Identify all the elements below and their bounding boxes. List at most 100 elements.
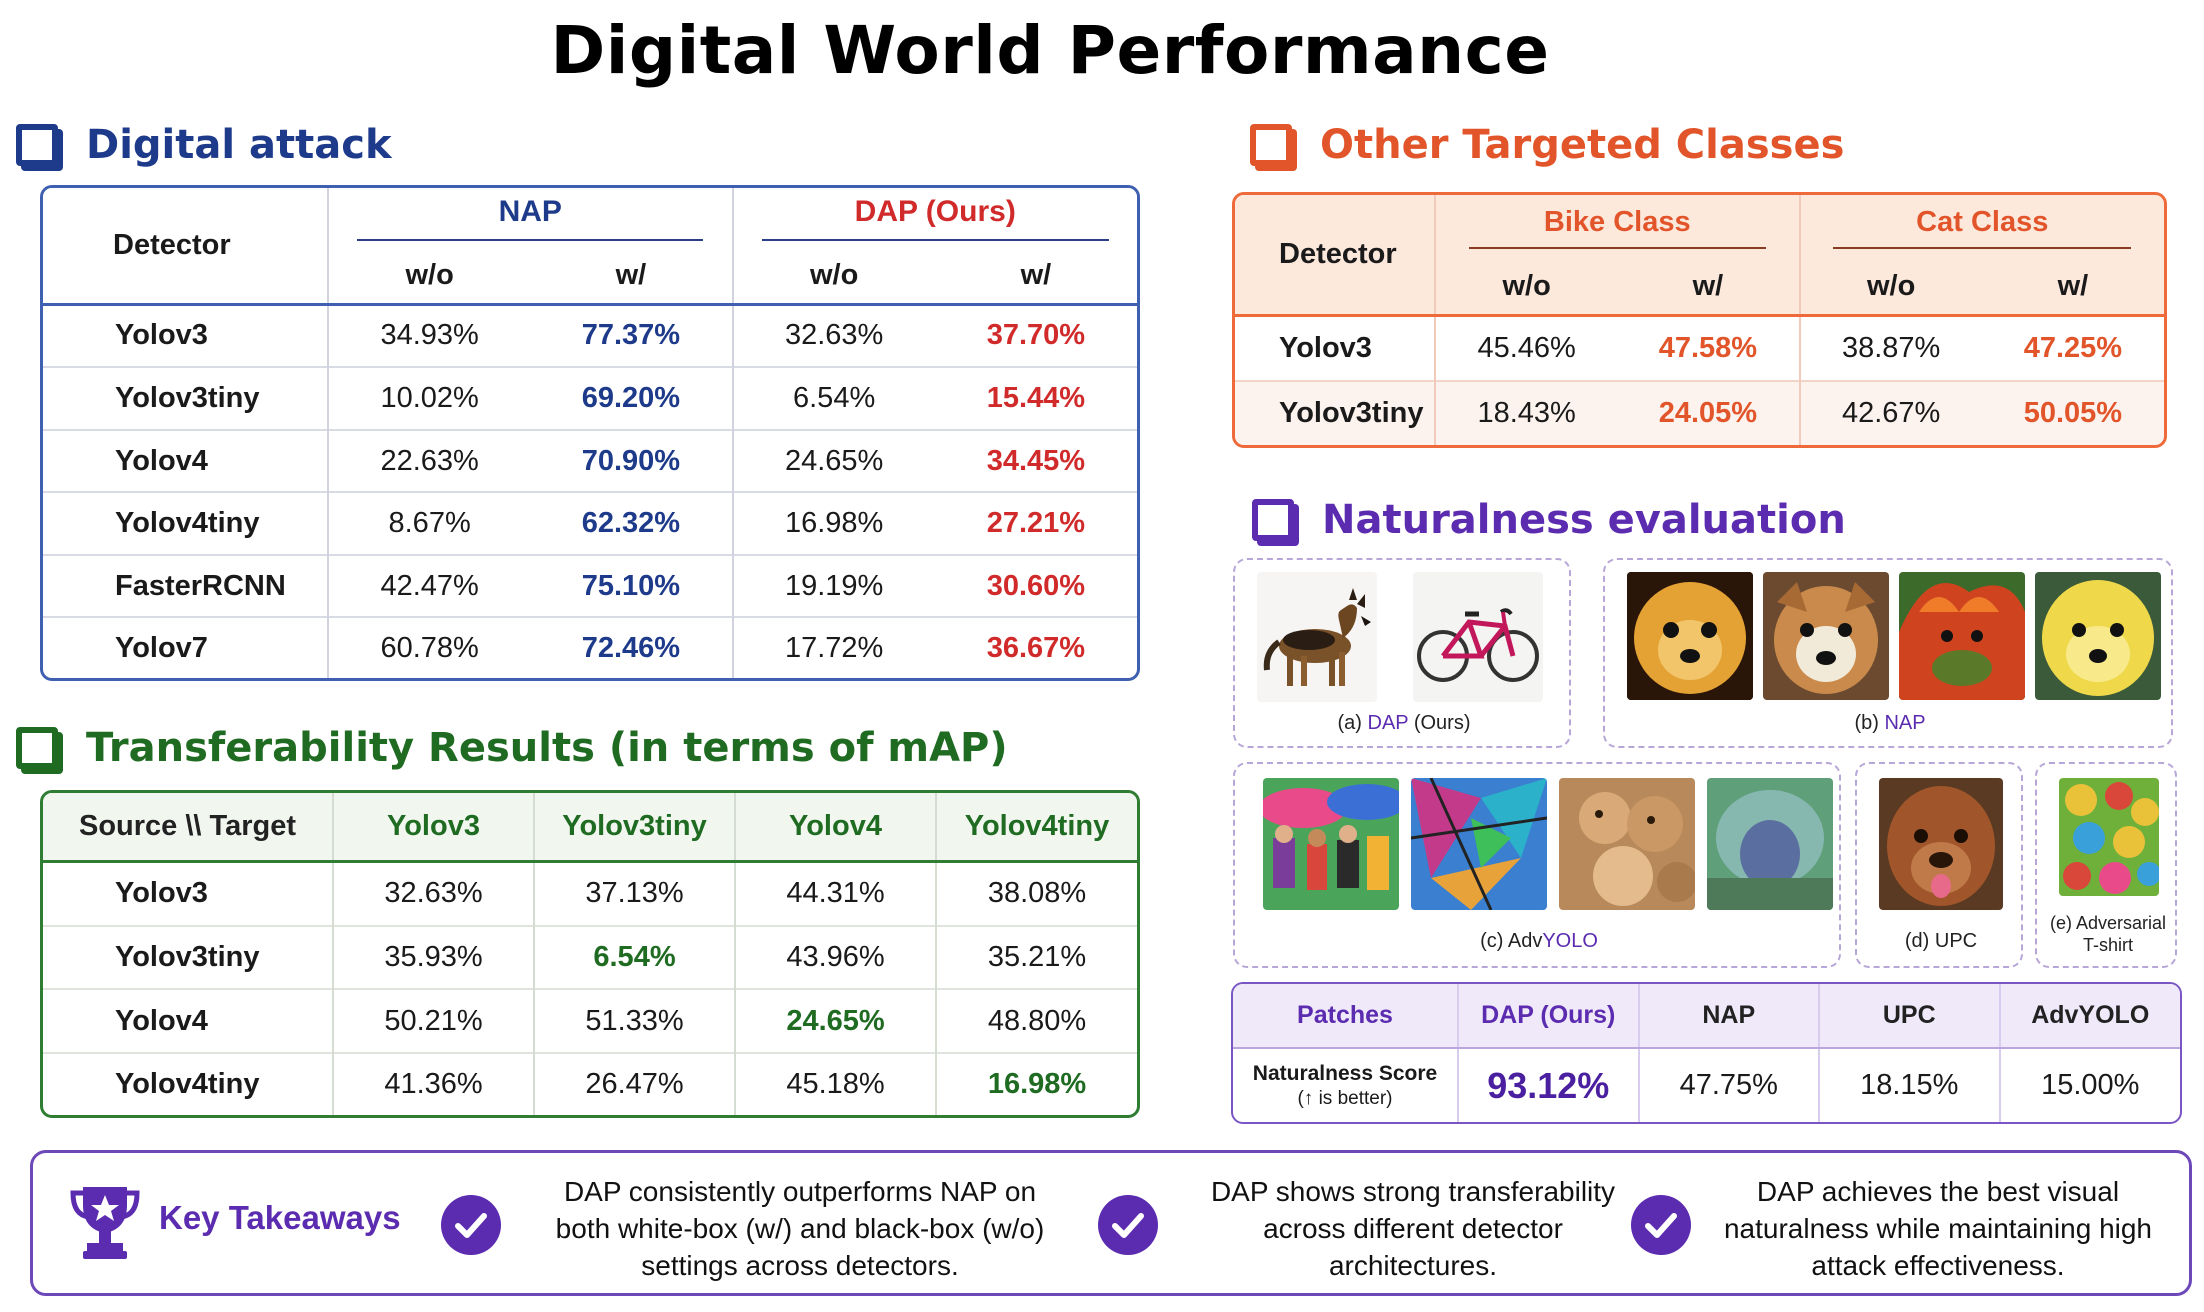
header-advyolo: AdvYOLO — [1999, 984, 2180, 1049]
table-row: Yolov3tiny 35.93% 6.54% 43.96% 35.21% — [43, 924, 1137, 990]
cell-nap-w: 75.10% — [530, 553, 734, 618]
header-detector: Detector — [43, 188, 329, 306]
section-digital-attack: Digital attack — [16, 122, 392, 168]
patch-image — [1263, 778, 1399, 910]
cell-value: 26.47% — [534, 1052, 736, 1115]
header-cat-w: w/ — [1981, 259, 2164, 317]
cell-cat-wo: 42.67% — [1799, 380, 1982, 445]
dog-face-image — [1763, 572, 1889, 700]
naturalness-score-table: Patches DAP (Ours) NAP UPC AdvYOLO Natur… — [1231, 982, 2182, 1124]
key-takeaways-box: Key Takeaways DAP consistently outperfor… — [30, 1150, 2192, 1296]
cell-nap-wo: 10.02% — [328, 366, 531, 430]
table-row: Yolov3tiny 18.43% 24.05% 42.67% 50.05% — [1235, 380, 2164, 445]
cell-detector: Yolov4 — [43, 428, 329, 493]
cell-nap-w: 62.32% — [530, 491, 734, 555]
caption-tshirt: (e) Adversarial T-shirt — [2049, 913, 2167, 955]
cell-source: Yolov4 — [43, 988, 334, 1054]
other-classes-table: Detector Bike Class Cat Class w/o w/ w/o… — [1232, 192, 2167, 448]
patch-image — [2059, 778, 2159, 896]
section-naturalness: Naturalness evaluation — [1252, 497, 1846, 543]
cell-nap-w: 70.90% — [530, 428, 734, 493]
takeaway-2-text: DAP shows strong transferability across … — [1210, 1176, 1616, 1281]
score-dap: 93.12% — [1458, 1048, 1640, 1122]
cell-value: 51.33% — [534, 988, 736, 1054]
page-title: Digital World Performance — [550, 12, 1550, 89]
dog-face-image — [1879, 778, 2003, 910]
cell-cat-wo: 38.87% — [1799, 313, 1982, 382]
table-row: Yolov3tiny 10.02% 69.20% 6.54% 15.44% — [43, 366, 1137, 430]
header-bike-w: w/ — [1617, 259, 1801, 317]
header-target-yolov3tiny: Yolov3tiny — [534, 793, 736, 863]
row-naturalness-score: Naturalness Score (↑ is better) — [1233, 1048, 1459, 1122]
digital-attack-table: Detector NAP DAP (Ours) w/o w/ w/o w/ Yo… — [40, 185, 1140, 681]
table-row: Yolov3 45.46% 47.58% 38.87% 47.25% — [1235, 313, 2164, 382]
dog-face-image — [1899, 572, 2025, 700]
checkbox-icon — [1250, 124, 1292, 166]
table-row: Yolov3 32.63% 37.13% 44.31% 38.08% — [43, 860, 1137, 926]
header-target-yolov4: Yolov4 — [735, 793, 937, 863]
panel-advyolo-samples: (c) AdvYOLO — [1233, 762, 1841, 968]
cell-value: 16.98% — [936, 1052, 1137, 1115]
cell-nap-wo: 34.93% — [328, 302, 531, 368]
table-row: Yolov4tiny 41.36% 26.47% 45.18% 16.98% — [43, 1052, 1137, 1115]
header-group-dap: DAP (Ours) — [732, 188, 1137, 248]
cell-dap-w: 30.60% — [934, 553, 1137, 618]
caption-upc: (d) UPC — [1904, 930, 1978, 952]
header-group-bike: Bike Class — [1435, 195, 1801, 259]
cell-dap-wo: 16.98% — [732, 491, 935, 555]
header-source-target: Source \\ Target — [43, 793, 334, 863]
cell-value: 35.21% — [936, 924, 1137, 990]
cell-value: 32.63% — [333, 860, 535, 926]
header-bike-wo: w/o — [1435, 259, 1618, 317]
table-row: FasterRCNN 42.47% 75.10% 19.19% 30.60% — [43, 553, 1137, 618]
cell-value: 24.65% — [735, 988, 937, 1054]
cell-bike-wo: 18.43% — [1435, 380, 1618, 445]
section-title: Naturalness evaluation — [1322, 497, 1846, 543]
cell-dap-wo: 19.19% — [732, 553, 935, 618]
cell-cat-w: 50.05% — [1981, 380, 2164, 445]
score-nap: 47.75% — [1638, 1048, 1820, 1122]
transferability-table: Source \\ Target Yolov3 Yolov3tiny Yolov… — [40, 790, 1140, 1118]
dog-face-image — [2035, 572, 2161, 700]
header-nap-wo: w/o — [328, 248, 531, 306]
cell-value: 37.13% — [534, 860, 736, 926]
cell-nap-w: 69.20% — [530, 366, 734, 430]
cell-dap-w: 37.70% — [934, 302, 1137, 368]
table-row: Yolov7 60.78% 72.46% 17.72% 36.67% — [43, 616, 1137, 678]
cell-nap-w: 72.46% — [530, 616, 734, 678]
cell-bike-w: 24.05% — [1617, 380, 1801, 445]
cell-nap-wo: 42.47% — [328, 553, 531, 618]
cell-value: 45.18% — [735, 1052, 937, 1115]
check-icon — [1098, 1195, 1158, 1255]
header-dap: DAP (Ours) — [1458, 984, 1640, 1049]
cell-bike-w: 47.58% — [1617, 313, 1801, 382]
section-title: Other Targeted Classes — [1320, 122, 1845, 168]
patch-image — [1411, 778, 1547, 910]
section-title: Transferability Results (in terms of mAP… — [86, 725, 1008, 771]
takeaway-3-text: DAP achieves the best visual naturalness… — [1723, 1176, 2153, 1281]
cell-dap-wo: 32.63% — [732, 302, 935, 368]
header-group-cat: Cat Class — [1800, 195, 2165, 259]
caption-advyolo: (c) AdvYOLO — [1480, 930, 1598, 952]
header-dap-wo: w/o — [732, 248, 935, 306]
cell-source: Yolov4tiny — [43, 1052, 334, 1115]
cell-dap-wo: 6.54% — [732, 366, 935, 430]
header-detector: Detector — [1235, 195, 1436, 317]
patch-image — [1707, 778, 1833, 910]
check-icon — [1631, 1195, 1691, 1255]
panel-tshirt-sample: (e) Adversarial T-shirt — [2035, 762, 2177, 968]
checkbox-icon — [16, 124, 58, 166]
table-row: Yolov4 22.63% 70.90% 24.65% 34.45% — [43, 428, 1137, 493]
score-advyolo: 15.00% — [2041, 1069, 2140, 1101]
cell-nap-wo: 22.63% — [328, 428, 531, 493]
panel-upc-sample: (d) UPC — [1855, 762, 2023, 968]
score-upc: 18.15% — [1819, 1048, 2001, 1122]
caption-dap: (a) DAP (Ours) — [1337, 712, 1471, 734]
header-dap-w: w/ — [934, 248, 1137, 306]
cell-value: 50.21% — [333, 988, 535, 1054]
cell-detector: Yolov3 — [43, 302, 329, 368]
cell-value: 48.80% — [936, 988, 1137, 1054]
section-other-classes: Other Targeted Classes — [1250, 122, 1844, 168]
cell-value: 41.36% — [333, 1052, 535, 1115]
cell-source: Yolov3tiny — [43, 924, 334, 990]
